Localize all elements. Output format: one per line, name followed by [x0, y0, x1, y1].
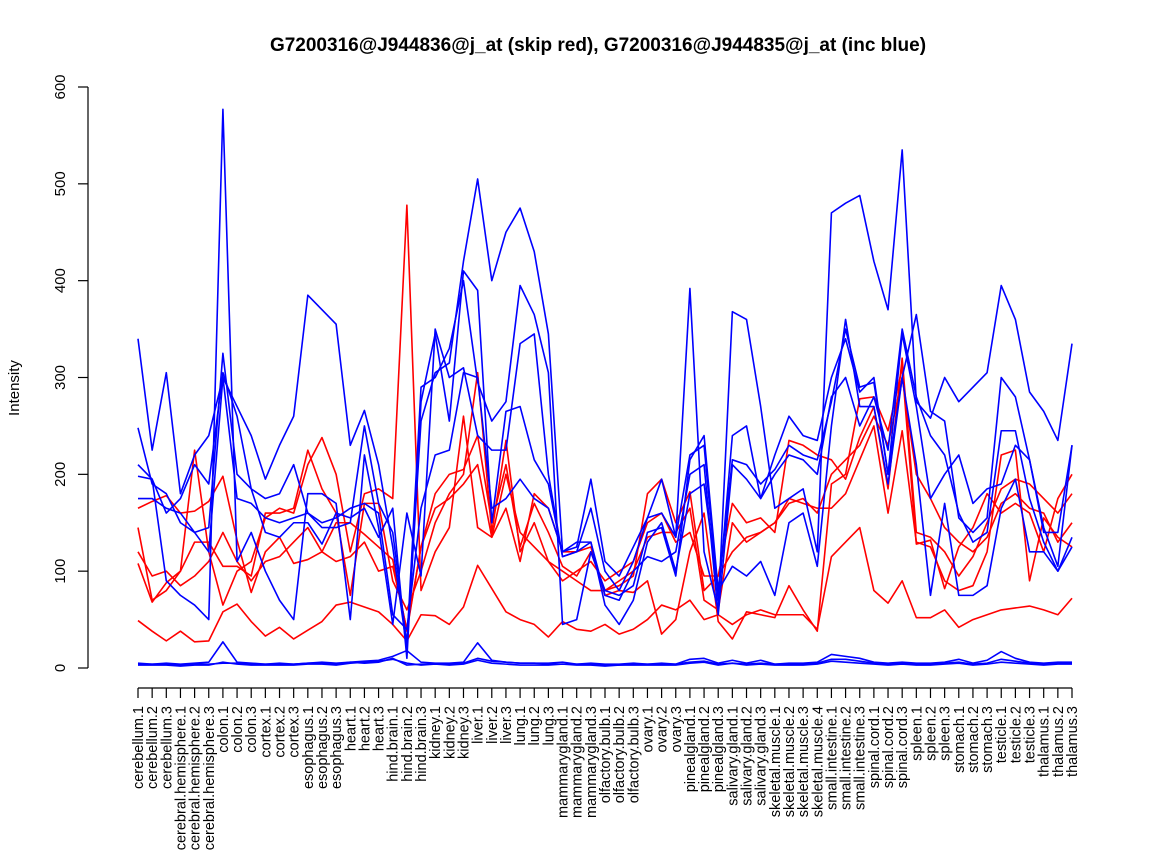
x-tick-label: esophagus.3 [329, 706, 345, 789]
x-tick-label: colon.2 [230, 706, 246, 753]
x-tick-label: lung.3 [541, 706, 557, 746]
x-tick-label: kidney.1 [428, 706, 444, 759]
x-tick-label: cerebral.hemisphere.3 [202, 706, 218, 850]
x-tick-label: pinealgland.1 [683, 706, 699, 792]
x-tick-label: small.intestine.3 [853, 706, 869, 810]
x-tick-label: mammarygland.3 [584, 706, 600, 818]
x-tick-label: salivary.gland.2 [740, 706, 756, 806]
x-tick-label: testicle.3 [1023, 706, 1039, 763]
x-tick-label: mammarygland.1 [556, 706, 572, 818]
x-tick-label: esophagus.1 [301, 706, 317, 789]
x-tick-label: cortex.2 [273, 706, 289, 758]
x-tick-label: stomach.3 [980, 706, 996, 773]
x-tick-label: liver.2 [485, 706, 501, 744]
x-tick-label: hind.brain.2 [400, 706, 416, 782]
x-tick-label: cerebral.hemisphere.1 [173, 706, 189, 850]
y-axis-label: Intensity [6, 360, 23, 416]
x-tick-label: heart.2 [357, 706, 373, 751]
x-tick-label: hind.brain.3 [414, 706, 430, 782]
x-tick-label: spinal.cord.2 [881, 706, 897, 788]
x-tick-label: spleen.3 [938, 706, 954, 761]
x-tick-label: lung.2 [527, 706, 543, 746]
x-tick-label: esophagus.2 [315, 706, 331, 789]
x-tick-label: ovary.2 [655, 706, 671, 752]
x-tick-label: spinal.cord.3 [895, 706, 911, 788]
x-tick-label: salivary.gland.1 [725, 706, 741, 806]
x-tick-label: lung.1 [513, 706, 529, 746]
x-tick-label: small.intestine.1 [824, 706, 840, 810]
x-tick-label: heart.3 [372, 706, 388, 751]
series-line-inc-blue-7 [138, 658, 1072, 667]
series-line-inc-blue-6 [137, 641, 1072, 665]
series-line-inc-blue-3 [137, 279, 1073, 645]
x-tick-label: hind.brain.1 [386, 706, 402, 782]
x-tick-label: cerebral.hemisphere.2 [188, 706, 204, 850]
y-tick-label: 200 [52, 462, 69, 487]
x-tick-label: thalamus.2 [1051, 706, 1067, 777]
x-tick-label: spleen.2 [923, 706, 939, 761]
x-tick-label: mammarygland.2 [570, 706, 586, 818]
y-axis: 0 100 200 300 400 500 600 [52, 74, 89, 672]
x-tick-label: cerebellum.2 [145, 706, 161, 789]
series-line-inc-blue-1 [137, 149, 1073, 650]
x-tick-label: stomach.2 [966, 706, 982, 773]
series-line-inc-blue-2 [137, 270, 1073, 660]
series-line-skip-red-4 [137, 526, 1073, 643]
x-tick-label: kidney.2 [442, 706, 458, 759]
x-tick-label: pinealgland.3 [711, 706, 727, 792]
y-tick-label: 0 [52, 664, 69, 672]
series-line-inc-blue-4 [138, 328, 1073, 631]
series-line-inc-blue-8 [138, 657, 1072, 666]
x-tick-label: heart.1 [343, 706, 359, 751]
series-line-inc-blue-5 [137, 108, 1073, 626]
y-tick-label: 300 [52, 365, 69, 390]
series-line-skip-red-5 [137, 204, 1073, 640]
series-line-skip-red-3 [137, 371, 1073, 611]
x-tick-label: stomach.1 [952, 706, 968, 773]
x-tick-label: ovary.3 [669, 706, 685, 752]
x-tick-label: pinealgland.2 [697, 706, 713, 792]
x-axis: cerebellum.1cerebellum.2cerebellum.3cere… [131, 687, 1081, 850]
x-tick-label: olfactory.bulb.3 [626, 706, 642, 803]
x-tick-label: spleen.1 [909, 706, 925, 761]
x-tick-label: small.intestine.2 [839, 706, 855, 810]
y-tick-label: 600 [52, 74, 69, 99]
x-tick-label: thalamus.3 [1065, 706, 1081, 777]
x-tick-label: colon.1 [216, 706, 232, 753]
x-tick-label: ovary.1 [640, 706, 656, 752]
x-tick-label: skeletal.muscle.2 [782, 706, 798, 817]
series-layer [137, 108, 1073, 667]
x-tick-label: skeletal.muscle.3 [796, 706, 812, 817]
x-tick-label: liver.1 [471, 706, 487, 744]
chart-title: G7200316@J944836@j_at (skip red), G72003… [270, 35, 926, 56]
series-line-skip-red-2 [137, 376, 1073, 631]
x-tick-label: testicle.2 [1008, 706, 1024, 763]
x-tick-label: skeletal.muscle.4 [810, 706, 826, 817]
x-tick-label: spinal.cord.1 [867, 706, 883, 788]
x-tick-label: cortex.1 [258, 706, 274, 758]
x-tick-label: olfactory.bulb.2 [612, 706, 628, 803]
y-tick-label: 400 [52, 268, 69, 293]
y-tick-label: 500 [52, 171, 69, 196]
x-tick-label: colon.3 [244, 706, 260, 753]
x-tick-label: cerebellum.1 [131, 706, 147, 789]
x-tick-label: olfactory.bulb.1 [598, 706, 614, 803]
x-tick-label: salivary.gland.3 [754, 706, 770, 806]
x-tick-label: kidney.3 [456, 706, 472, 759]
x-tick-label: cortex.3 [287, 706, 303, 758]
x-tick-label: testicle.1 [994, 706, 1010, 763]
x-tick-label: thalamus.1 [1037, 706, 1053, 777]
x-tick-label: cerebellum.3 [159, 706, 175, 789]
x-tick-label: liver.3 [499, 706, 515, 744]
x-tick-label: skeletal.muscle.1 [768, 706, 784, 817]
y-tick-label: 100 [52, 559, 69, 584]
